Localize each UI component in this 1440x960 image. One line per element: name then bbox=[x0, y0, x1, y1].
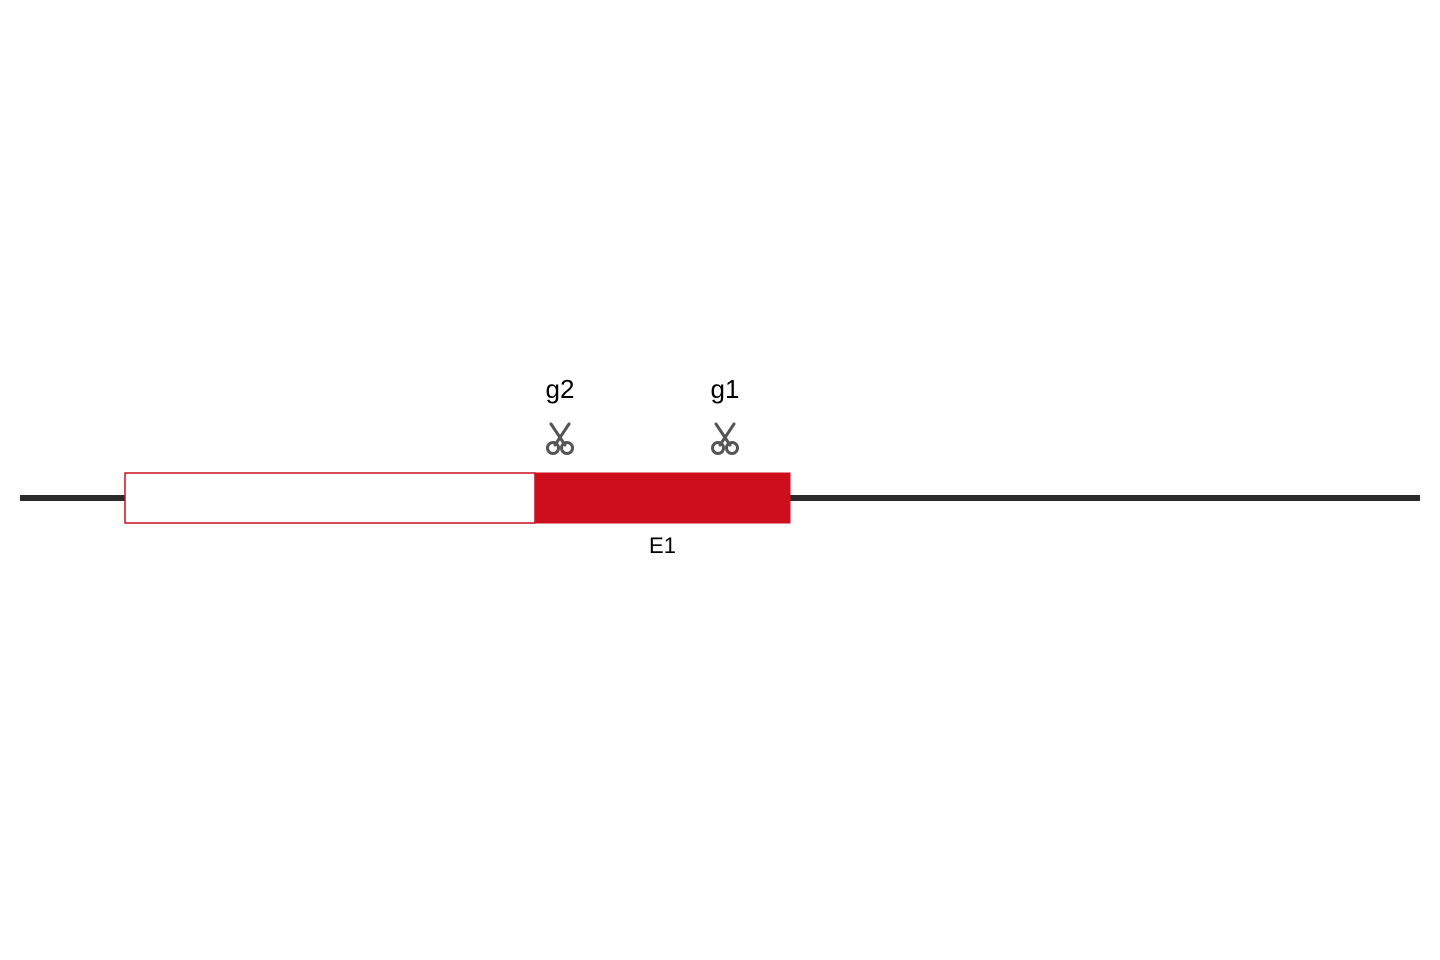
scissors-icon-g2 bbox=[548, 424, 573, 454]
exon-label: E1 bbox=[649, 533, 676, 558]
scissors-icon-g1 bbox=[713, 424, 738, 454]
guide-label-g2: g2 bbox=[546, 374, 575, 404]
guide-label-g1: g1 bbox=[711, 374, 740, 404]
exon-box bbox=[535, 473, 790, 523]
utr-box bbox=[125, 473, 535, 523]
